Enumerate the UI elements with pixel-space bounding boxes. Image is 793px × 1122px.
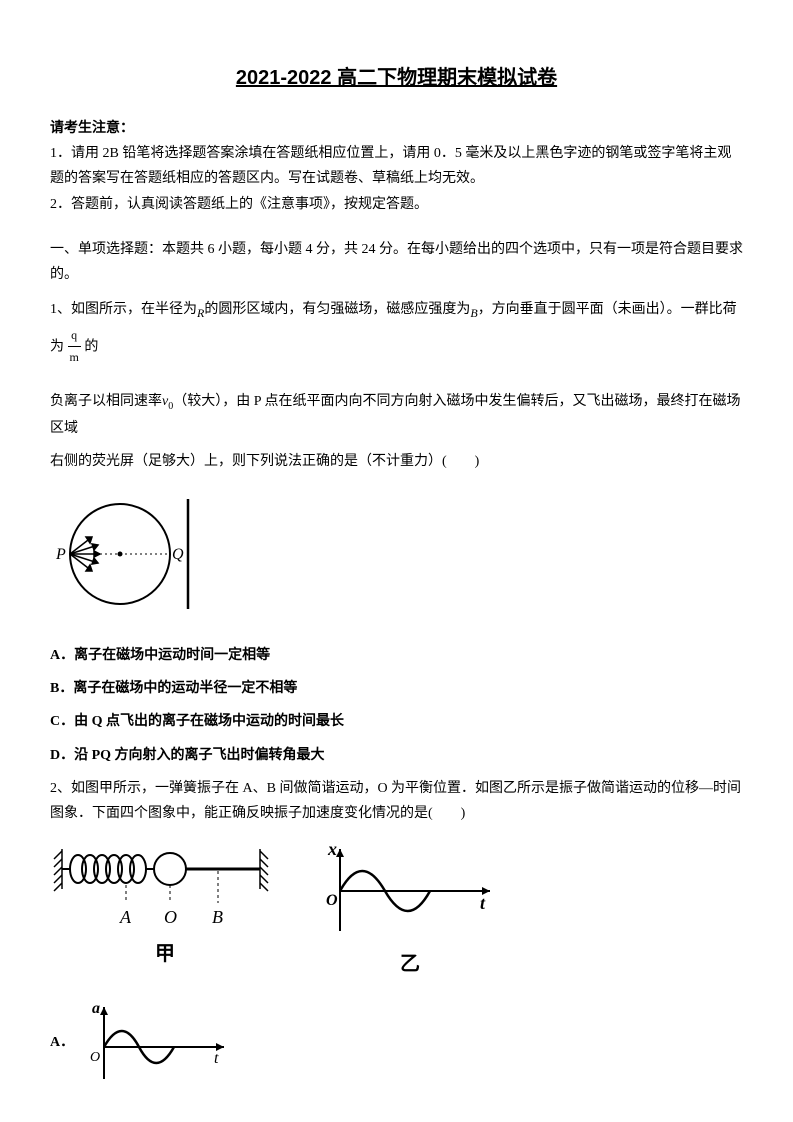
svg-text:x: x [327,841,337,859]
q1-line2: 负离子以相同速率v0（较大），由 P 点在纸平面内向不同方向射入磁场中发生偏转后… [50,389,743,441]
q1-line3: 右侧的荧光屏（足够大）上，则下列说法正确的是（不计重力）( ) [50,449,743,474]
svg-text:a: a [92,1000,100,1017]
q2-optA-label: A． [50,1030,74,1055]
q1-option-b: B．离子在磁场中的运动半径一定不相等 [50,676,743,701]
svg-text:O: O [164,907,177,927]
q1-option-a: A．离子在磁场中运动时间一定相等 [50,643,743,668]
q2-figure-jia: A O B 甲 [50,841,280,972]
svg-text:O: O [326,892,338,909]
svg-text:t: t [480,893,486,913]
q1-label-Q: Q [172,546,184,563]
svg-text:B: B [212,907,223,927]
svg-text:A: A [119,907,132,927]
q1-frac-num: q [68,325,81,348]
notice-block: 请考生注意： 1．请用 2B 铅笔将选择题答案涂填在答题纸相应位置上，请用 0．… [50,116,743,217]
exam-title: 2021-2022 高二下物理期末模拟试卷 [50,60,743,96]
q1-text-d: 的 [84,339,98,354]
q1-fraction-qm: q m [68,325,81,369]
q2-figure-yi: x O t 乙 [320,841,500,982]
q2-caption-yi: 乙 [400,946,420,982]
section-1-heading: 一、单项选择题：本题共 6 小题，每小题 4 分，共 24 分。在每小题给出的四… [50,237,743,287]
q2-option-a: A． a O t [50,997,743,1087]
q2-caption-jia: 甲 [155,936,175,972]
q2-figures: A O B 甲 x O t 乙 [50,841,743,982]
svg-text:O: O [90,1050,100,1065]
q1-frac-den: m [68,347,81,369]
q2-optA-graph: a O t [84,997,234,1087]
q1-text2-a: 负离子以相同速率 [50,394,162,409]
q1-figure: P Q [50,489,743,628]
q1-B: B [470,306,477,320]
q2-text: 2、如图甲所示，一弹簧振子在 A、B 间做简谐运动，O 为平衡位置．如图乙所示是… [50,776,743,826]
q1-text-a: 1、如图所示，在半径为 [50,302,197,317]
q1-option-c: C．由 Q 点飞出的离子在磁场中运动的时间最长 [50,709,743,734]
svg-text:t: t [214,1050,219,1067]
notice-item-2: 2．答题前，认真阅读答题纸上的《注意事项》，按规定答题。 [50,192,743,217]
notice-heading: 请考生注意： [50,116,743,141]
q1-option-d: D．沿 PQ 方向射入的离子飞出时偏转角最大 [50,743,743,768]
q1-text-b: 的圆形区域内，有匀强磁场，磁感应强度为 [204,302,470,317]
q1-line1: 1、如图所示，在半径为R的圆形区域内，有匀强磁场，磁感应强度为B，方向垂直于圆平… [50,297,743,369]
notice-item-1: 1．请用 2B 铅笔将选择题答案涂填在答题纸相应位置上，请用 0．5 毫米及以上… [50,141,743,191]
q1-label-P: P [55,546,66,563]
